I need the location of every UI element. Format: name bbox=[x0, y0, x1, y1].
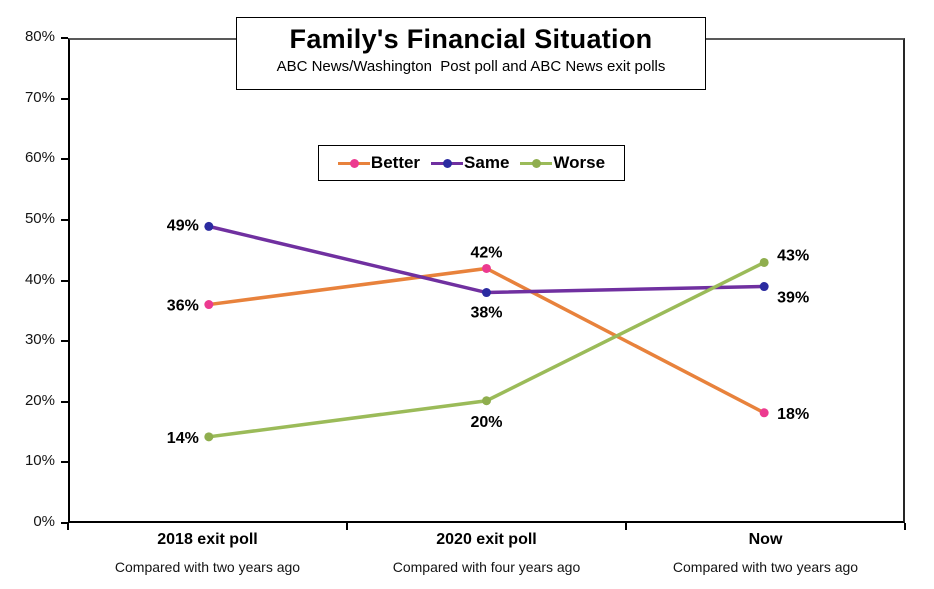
y-axis-label: 70% bbox=[24, 88, 55, 106]
x-axis-tick bbox=[904, 523, 906, 530]
x-axis-sublabel-0: Compared with two years ago bbox=[114, 559, 301, 575]
x-axis-sublabel-2: Compared with two years ago bbox=[672, 559, 859, 575]
data-point-same-2[interactable] bbox=[759, 282, 769, 292]
chart-title: Family's Financial Situation bbox=[289, 24, 653, 54]
legend: Better Same Worse bbox=[318, 145, 625, 181]
x-axis-tick bbox=[625, 523, 627, 530]
y-axis-tick bbox=[61, 461, 68, 464]
y-axis-label: 80% bbox=[24, 28, 55, 45]
legend-item-better[interactable]: Better bbox=[337, 153, 421, 173]
plot-area: 36% 42% 18% 49% 38% 39% 14% 20% 43% bbox=[68, 38, 905, 523]
chart-title-box: Family's Financial Situation ABC News/Wa… bbox=[236, 17, 706, 90]
y-axis-tick bbox=[61, 340, 68, 343]
data-label-worse-2: 43% bbox=[777, 247, 809, 264]
data-label-worse-0: 14% bbox=[167, 430, 199, 447]
y-axis-tick bbox=[61, 218, 68, 221]
data-point-better-2[interactable] bbox=[759, 408, 769, 418]
y-axis-label: 60% bbox=[24, 149, 55, 167]
legend-marker-same-icon bbox=[431, 158, 464, 169]
y-axis-label: 40% bbox=[24, 270, 55, 288]
data-label-worse-1: 20% bbox=[470, 414, 502, 431]
y-axis-label: 50% bbox=[24, 209, 55, 227]
data-point-better-1[interactable] bbox=[482, 263, 491, 273]
data-point-worse-2[interactable] bbox=[759, 257, 769, 267]
x-axis-tick bbox=[67, 523, 69, 530]
y-axis-label: 0% bbox=[33, 513, 55, 530]
y-axis-tick bbox=[61, 158, 68, 161]
legend-item-worse[interactable]: Worse bbox=[520, 153, 605, 173]
data-label-same-1: 38% bbox=[470, 305, 502, 322]
data-label-better-2: 18% bbox=[777, 406, 809, 423]
data-point-worse-1[interactable] bbox=[482, 396, 491, 406]
x-axis-tick bbox=[346, 523, 348, 530]
legend-label-worse: Worse bbox=[553, 153, 606, 172]
y-axis-label: 30% bbox=[24, 331, 55, 349]
y-axis-label: 10% bbox=[24, 452, 55, 470]
data-label-same-0: 49% bbox=[167, 217, 199, 234]
data-point-better-0[interactable] bbox=[204, 300, 214, 310]
plot-svg: 36% 42% 18% 49% 38% 39% 14% 20% 43% bbox=[167, 217, 809, 447]
x-axis-label-1: 2020 exit poll bbox=[436, 531, 537, 548]
legend-marker-better-icon bbox=[337, 158, 370, 169]
legend-label-better: Better bbox=[370, 153, 421, 172]
legend-marker-worse-icon bbox=[520, 158, 553, 169]
data-point-same-0[interactable] bbox=[204, 221, 214, 231]
x-axis-sublabel-1: Compared with four years ago bbox=[392, 559, 581, 575]
y-axis-tick bbox=[61, 97, 68, 100]
data-label-same-2: 39% bbox=[777, 290, 809, 307]
data-label-better-0: 36% bbox=[167, 298, 199, 315]
legend-label-same: Same bbox=[464, 153, 510, 172]
y-axis-tick bbox=[61, 279, 68, 282]
legend-item-same[interactable]: Same bbox=[431, 153, 509, 173]
x-axis-label-2: Now bbox=[748, 531, 783, 548]
y-axis-label: 20% bbox=[24, 391, 55, 409]
y-axis-tick bbox=[61, 400, 68, 403]
y-axis-tick bbox=[61, 522, 68, 524]
data-point-worse-0[interactable] bbox=[204, 432, 214, 442]
y-axis-tick bbox=[61, 37, 68, 39]
chart-subtitle: ABC News/Washington Post poll and ABC Ne… bbox=[276, 57, 666, 75]
data-label-better-1: 42% bbox=[470, 244, 502, 261]
data-point-same-1[interactable] bbox=[482, 288, 491, 298]
x-axis-label-0: 2018 exit poll bbox=[157, 531, 258, 548]
